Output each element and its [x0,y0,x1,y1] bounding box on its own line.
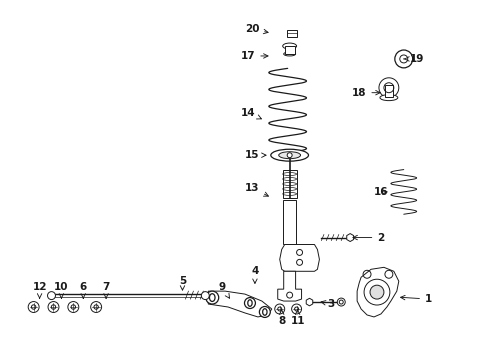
Circle shape [68,302,79,312]
Circle shape [394,50,412,68]
Ellipse shape [278,152,300,159]
Circle shape [378,78,398,98]
Circle shape [291,304,301,314]
Text: 6: 6 [80,282,87,298]
Text: 14: 14 [240,108,261,119]
Text: 16: 16 [373,187,387,197]
Polygon shape [356,267,398,317]
Text: 10: 10 [54,282,68,298]
Text: 17: 17 [240,51,267,61]
Circle shape [274,304,284,314]
FancyBboxPatch shape [283,200,296,244]
FancyBboxPatch shape [284,46,294,54]
Polygon shape [279,244,319,271]
Ellipse shape [379,95,397,100]
Text: 3: 3 [321,299,334,309]
Circle shape [90,302,102,312]
Circle shape [205,291,218,304]
Circle shape [286,153,291,158]
Text: 18: 18 [351,88,379,98]
Circle shape [364,279,389,305]
Polygon shape [277,271,301,301]
Text: 4: 4 [251,266,258,283]
Text: 20: 20 [244,24,267,34]
Text: 2: 2 [352,233,384,243]
Polygon shape [208,291,271,317]
FancyBboxPatch shape [384,85,392,96]
FancyBboxPatch shape [282,170,296,198]
Circle shape [244,298,255,309]
Ellipse shape [283,52,295,56]
Text: 7: 7 [102,282,109,298]
Circle shape [259,306,270,318]
Text: 5: 5 [179,276,186,290]
Text: 12: 12 [32,282,47,298]
Circle shape [369,285,383,299]
Text: 13: 13 [244,183,268,196]
Text: 15: 15 [244,150,265,160]
Text: 11: 11 [290,310,304,326]
Text: 8: 8 [278,310,285,326]
Ellipse shape [270,149,308,161]
Circle shape [47,292,55,300]
Text: 9: 9 [218,282,229,298]
Ellipse shape [282,43,296,49]
Circle shape [201,292,209,300]
Circle shape [48,302,59,312]
Circle shape [337,298,345,306]
FancyBboxPatch shape [286,30,296,37]
Text: 19: 19 [403,54,423,64]
Circle shape [28,302,39,312]
Text: 1: 1 [400,294,431,304]
